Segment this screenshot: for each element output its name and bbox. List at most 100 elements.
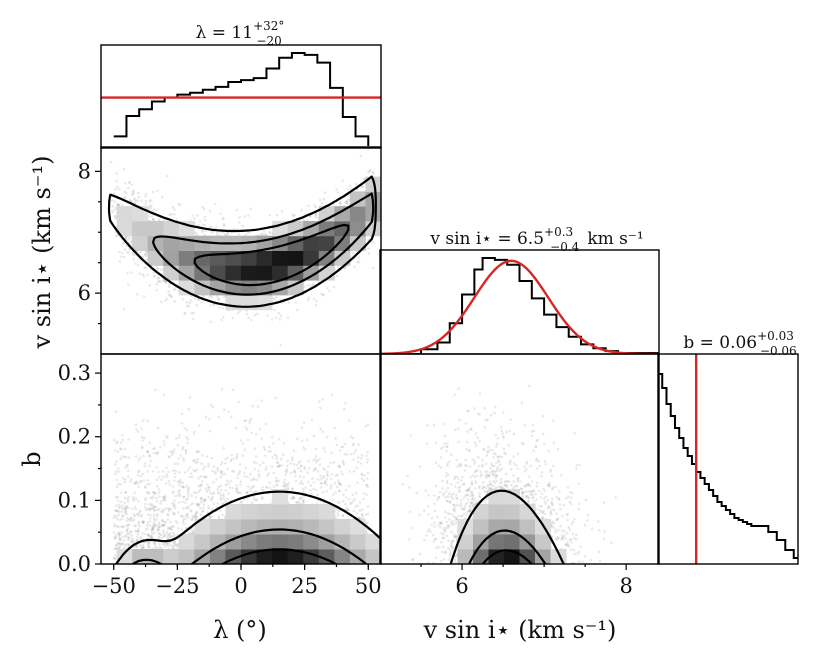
b-vs-lambda-sample-point xyxy=(243,419,247,423)
b-vs-lambda-sample-point xyxy=(224,500,227,503)
b-vs-lambda-sample-point xyxy=(200,500,203,504)
vsini-vs-lambda-sample-point xyxy=(222,216,225,220)
vsini-vs-lambda-sample-point xyxy=(144,192,148,196)
b-vs-lambda-sample-point xyxy=(250,501,254,505)
vsini-vs-lambda-sample-point xyxy=(279,314,283,318)
b-vs-lambda-sample-point xyxy=(204,487,208,490)
b-vs-lambda-sample-point xyxy=(116,542,120,546)
vsini-vs-lambda-sample-point xyxy=(186,305,189,308)
b-vs-lambda-sample-point xyxy=(161,542,165,546)
b-vs-lambda-sample-point xyxy=(249,472,252,476)
b-vs-lambda-sample-point xyxy=(217,415,220,419)
b-vs-lambda-sample-point xyxy=(140,435,144,439)
vsini-vs-lambda-density-cell xyxy=(116,220,133,237)
vsini-vs-lambda-sample-point xyxy=(344,266,347,270)
b-vs-lambda-sample-point xyxy=(119,543,122,547)
b-vs-lambda-sample-point xyxy=(136,474,140,477)
b-vs-lambda-sample-point xyxy=(115,543,118,547)
b-vs-lambda-sample-point xyxy=(126,475,130,478)
vsini-vs-lambda-density-cell xyxy=(163,235,180,251)
b-vs-lambda-sample-point xyxy=(180,528,184,531)
vsini-vs-lambda-sample-point xyxy=(126,238,130,241)
b-vs-lambda-sample-point xyxy=(160,499,163,503)
b-vs-lambda-sample-point xyxy=(350,502,353,505)
b-vs-lambda-sample-point xyxy=(151,525,155,528)
b-vs-lambda-sample-point xyxy=(121,514,125,518)
b-vs-lambda-sample-point xyxy=(193,514,197,518)
vsini-vs-lambda-contours xyxy=(107,175,377,308)
b-vs-lambda-sample-point xyxy=(162,498,166,502)
b-vs-lambda-sample-point xyxy=(124,506,128,510)
b-vs-lambda-sample-point xyxy=(201,510,205,513)
vsini-vs-lambda-sample-point xyxy=(123,167,126,171)
b-vs-lambda-sample-point xyxy=(336,473,339,477)
b-vs-lambda-sample-point xyxy=(146,507,149,511)
b-vs-lambda-sample-point xyxy=(251,486,254,489)
vsini-vs-lambda-sample-point xyxy=(156,189,159,192)
b-vs-lambda-sample-point xyxy=(170,525,174,528)
b-vs-lambda-sample-point xyxy=(221,513,224,517)
b-vs-lambda-sample-point xyxy=(210,469,214,473)
b-vs-lambda-sample-point xyxy=(314,467,318,471)
vsini-vs-lambda-sample-point xyxy=(231,316,234,320)
vsini-vs-lambda-sample-point xyxy=(196,224,200,227)
vsini-vs-lambda-sample-point xyxy=(216,298,220,301)
b-vs-lambda-sample-point xyxy=(313,467,317,471)
vsini-vs-lambda-sample-point xyxy=(266,314,269,317)
vsini-vs-lambda-sample-point xyxy=(217,306,221,309)
b-vs-lambda-sample-point xyxy=(365,493,368,496)
b-vs-lambda-sample-point xyxy=(150,535,153,539)
b-vs-lambda-sample-point xyxy=(253,467,256,471)
vsini-vs-lambda-sample-point xyxy=(147,206,151,210)
vsini-vs-lambda-sample-point xyxy=(117,203,120,206)
b-vs-lambda-sample-point xyxy=(153,508,156,512)
b-vs-lambda-sample-point xyxy=(146,470,150,473)
b-vs-lambda-sample-point xyxy=(114,472,117,476)
b-vs-lambda-sample-point xyxy=(360,508,364,511)
b-vs-lambda-sample-point xyxy=(116,499,120,502)
b-vs-lambda-sample-point xyxy=(219,470,223,473)
vsini-vs-lambda-sample-point xyxy=(244,233,248,236)
b-vs-lambda-sample-point xyxy=(125,529,129,532)
b-vs-lambda-sample-point xyxy=(203,498,207,502)
vsini-vs-lambda-sample-point xyxy=(148,199,151,203)
b-vs-lambda-sample-point xyxy=(323,450,327,453)
b-vs-lambda-sample-point xyxy=(261,496,264,499)
b-vs-lambda-sample-point xyxy=(235,487,238,490)
b-vs-lambda-sample-point xyxy=(274,396,277,400)
b-vs-lambda-sample-point xyxy=(116,482,120,486)
b-vs-lambda-sample-point xyxy=(284,482,288,486)
vsini-vs-lambda-sample-point xyxy=(195,303,198,307)
b-vs-lambda-sample-point xyxy=(206,483,209,486)
vsini-vs-lambda-sample-point xyxy=(302,218,305,222)
b-vs-lambda-sample-point xyxy=(246,438,250,442)
vsini-vs-lambda-density-cell xyxy=(256,250,273,266)
b-vs-lambda-sample-point xyxy=(316,493,320,496)
b-vs-lambda-sample-point xyxy=(143,465,147,468)
b-vs-lambda-sample-point xyxy=(338,489,341,493)
vsini-vs-lambda-sample-point xyxy=(117,203,120,207)
b-histogram-steps xyxy=(658,373,798,559)
b-vs-lambda-sample-point xyxy=(343,407,346,411)
b-vs-lambda-sample-point xyxy=(238,470,242,473)
b-vs-lambda-sample-point xyxy=(116,532,120,535)
b-vs-lambda-sample-point xyxy=(137,522,140,525)
b-vs-lambda-sample-point xyxy=(212,502,215,506)
b-vs-lambda-sample-point xyxy=(163,496,166,499)
vsini-vs-lambda-contour-line xyxy=(193,223,350,287)
b-vs-lambda-sample-point xyxy=(341,514,345,517)
b-vs-lambda-sample-point xyxy=(168,455,171,459)
b-vs-lambda-sample-point xyxy=(161,508,165,512)
vsini-vs-lambda-sample-point xyxy=(362,178,366,181)
b-vs-lambda-sample-point xyxy=(144,486,147,489)
b-vs-lambda-sample-point xyxy=(149,514,152,517)
b-vs-lambda-sample-point xyxy=(167,509,171,512)
b-vs-lambda-sample-point xyxy=(125,505,129,509)
b-vs-lambda-sample-point xyxy=(202,506,205,510)
vsini-vs-lambda-sample-point xyxy=(122,307,125,311)
b-vs-lambda-sample-point xyxy=(173,504,176,507)
b-vs-lambda-sample-point xyxy=(209,515,212,519)
vsini-vs-lambda-density-cell xyxy=(349,191,366,207)
b-vs-lambda-sample-point xyxy=(177,490,180,493)
b-vs-lambda-sample-point xyxy=(355,466,359,470)
